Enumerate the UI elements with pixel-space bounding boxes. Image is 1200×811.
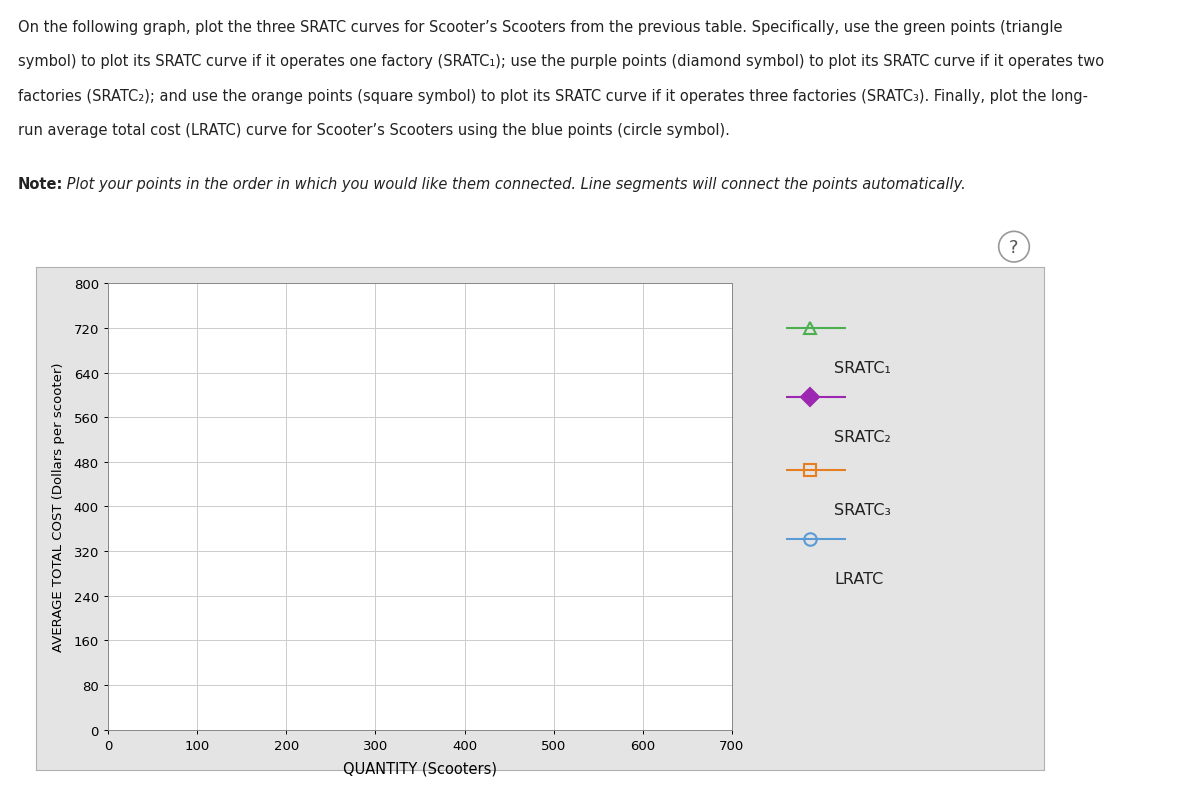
Text: SRATC₂: SRATC₂ — [834, 430, 890, 444]
Text: factories (SRATC₂); and use the orange points (square symbol) to plot its SRATC : factories (SRATC₂); and use the orange p… — [18, 88, 1088, 103]
Y-axis label: AVERAGE TOTAL COST (Dollars per scooter): AVERAGE TOTAL COST (Dollars per scooter) — [53, 363, 65, 651]
Text: On the following graph, plot the three SRATC curves for Scooter’s Scooters from : On the following graph, plot the three S… — [18, 20, 1062, 35]
X-axis label: QUANTITY (Scooters): QUANTITY (Scooters) — [343, 760, 497, 775]
Text: run average total cost (LRATC) curve for Scooter’s Scooters using the blue point: run average total cost (LRATC) curve for… — [18, 122, 730, 137]
Text: ?: ? — [1009, 238, 1019, 256]
Text: SRATC₃: SRATC₃ — [834, 503, 890, 517]
Text: Note:: Note: — [18, 177, 64, 192]
Text: LRATC: LRATC — [834, 572, 883, 586]
Text: SRATC₁: SRATC₁ — [834, 361, 890, 375]
Text: Plot your points in the order in which you would like them connected. Line segme: Plot your points in the order in which y… — [62, 177, 966, 192]
Text: symbol) to plot its SRATC curve if it operates one factory (SRATC₁); use the pur: symbol) to plot its SRATC curve if it op… — [18, 54, 1104, 69]
